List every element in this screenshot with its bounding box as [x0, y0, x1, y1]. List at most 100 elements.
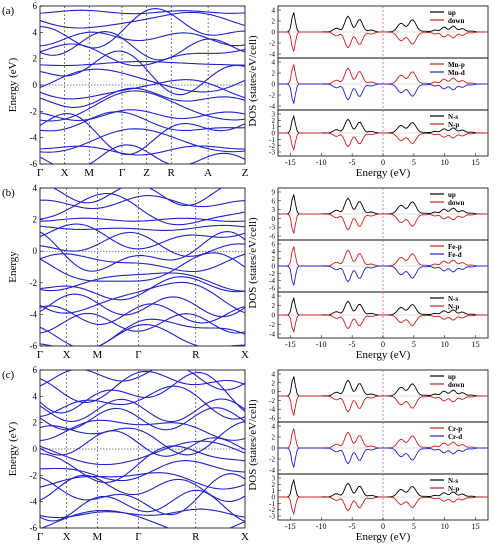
dos-y-tick-label: 0: [272, 388, 276, 396]
dos-subpanel-1: 4 2 0 -2 -4 Mn-pMn-d: [269, 57, 489, 111]
k-point-label: R: [192, 349, 200, 361]
dos-x-tick-label: -5: [349, 158, 356, 167]
dos-y-tick-label: -2: [269, 456, 275, 464]
band-line: [40, 87, 245, 108]
dos-y-tick-label: -2: [269, 397, 275, 405]
y-tick-label: -4: [30, 497, 38, 507]
band-line: [40, 31, 245, 61]
band-line: [40, 145, 245, 156]
dos-x-tick-label: -10: [316, 158, 327, 167]
dos-panel: 420-2-4updown420-2-4Mn-pMn-d3210-1-2-3N-…: [247, 5, 489, 179]
legend-label: N-s: [448, 477, 458, 485]
dos-y-tick-label: 0: [272, 312, 276, 320]
dos-panel: 9630-3-6updown6420-2-4-6Fe-pFe-d420-2-4N…: [247, 187, 489, 361]
y-tick-label: -2: [30, 470, 38, 480]
y-tick-label: -4: [30, 309, 38, 319]
band-y-axis-label: Energy: [7, 251, 19, 283]
dos-y-tick-label: -4: [269, 331, 275, 339]
dos-y-tick-label: 2: [272, 302, 276, 310]
legend-label: Cr-p: [448, 425, 462, 433]
band-line: [40, 43, 245, 67]
dos-y-tick-label: -3: [269, 149, 275, 157]
dos-curve-N-p: [278, 314, 488, 334]
band-line: [40, 281, 245, 314]
legend-label: up: [448, 191, 456, 199]
dos-curve-Fe-d: [278, 265, 488, 286]
band-line: [40, 370, 245, 391]
y-tick-label: 2: [33, 215, 38, 225]
y-tick-label: 4: [33, 27, 38, 37]
band-line: [40, 440, 245, 466]
band-structure-panel: -6 -4 -2 0 2 4 Energy Γ X M Γ R X: [7, 183, 249, 361]
k-point-label: Γ: [119, 167, 125, 179]
dos-y-tick-label: 2: [272, 481, 276, 489]
k-point-label: X: [63, 349, 71, 361]
dos-x-tick-label: -10: [316, 340, 327, 349]
band-line: [40, 398, 245, 423]
dos-curve-down: [278, 213, 488, 234]
dos-y-tick-label: -4: [269, 467, 275, 475]
dos-y-tick-label: 2: [272, 18, 276, 26]
dos-y-tick-label: 4: [272, 293, 276, 301]
legend-label: Fe-p: [448, 243, 462, 251]
y-tick-label: -6: [30, 341, 38, 351]
legend-label: down: [448, 199, 464, 207]
band-line: [40, 223, 245, 250]
band-line: [40, 90, 245, 122]
dos-panel: 420-2-4-6updown420-2-4Cr-pCr-d3210-1-2-3…: [247, 369, 489, 543]
legend-label: Mn-p: [448, 61, 465, 69]
dos-curve-Cr-d: [278, 447, 488, 468]
y-tick-label: 4: [33, 391, 38, 401]
k-point-label: X: [241, 349, 249, 361]
band-line: [40, 9, 245, 15]
dos-x-tick-label: 0: [381, 522, 385, 531]
k-point-label: Γ: [37, 531, 43, 543]
dos-y-tick-label: -2: [269, 40, 275, 48]
band-line: [40, 370, 245, 404]
k-point-label: M: [93, 531, 103, 543]
band-line: [40, 371, 245, 414]
y-tick-label: -4: [30, 133, 38, 143]
dos-x-tick-label: 15: [472, 340, 480, 349]
legend-label: up: [448, 9, 456, 17]
dos-y-tick-label: -3: [269, 513, 275, 521]
dos-y-tick-label: 4: [272, 371, 276, 379]
k-point-label: Γ: [37, 167, 43, 179]
band-line: [40, 109, 245, 121]
dos-x-tick-label: -10: [316, 522, 327, 531]
dos-y-tick-label: 0: [272, 215, 276, 223]
band-line: [40, 419, 245, 442]
band-line: [40, 231, 245, 257]
dos-y-tick-label: -2: [269, 142, 275, 150]
dos-y-tick-label: 2: [272, 70, 276, 78]
dos-y-tick-label: 2: [272, 117, 276, 125]
band-lines: [40, 188, 245, 346]
k-point-label: X: [241, 531, 249, 543]
panel-tag: (c): [2, 369, 15, 381]
legend-label: Fe-d: [448, 251, 462, 259]
dos-y-tick-label: 0: [272, 445, 276, 453]
dos-x-tick-label: 0: [381, 158, 385, 167]
dos-subpanel-1: 4 2 0 -2 -4 Cr-pCr-d: [269, 421, 489, 475]
dos-y-tick-label: -2: [269, 506, 275, 514]
dos-curve-down: [278, 395, 488, 416]
band-line: [40, 192, 245, 226]
band-line: [40, 217, 245, 222]
y-tick-label: -6: [30, 159, 38, 169]
dos-x-tick-label: -5: [349, 340, 356, 349]
k-point-label: Z: [242, 167, 249, 179]
band-line: [40, 312, 245, 334]
dos-x-tick-label: -15: [285, 340, 296, 349]
figure-row-0: (a) -6 -4 -2 0 2 4 6 Energy (eV) Γ X M Γ Z R A Z 4 2 0 -2 -4 u…: [2, 1, 489, 179]
legend-label: N-s: [448, 295, 458, 303]
dos-x-axis-label: Energy (eV): [356, 531, 411, 543]
k-point-label: Γ: [135, 349, 141, 361]
y-tick-label: 6: [33, 365, 38, 375]
panel-tag: (b): [2, 187, 15, 199]
k-point-label: Γ: [37, 349, 43, 361]
dos-y-tick-label: 2: [272, 434, 276, 442]
